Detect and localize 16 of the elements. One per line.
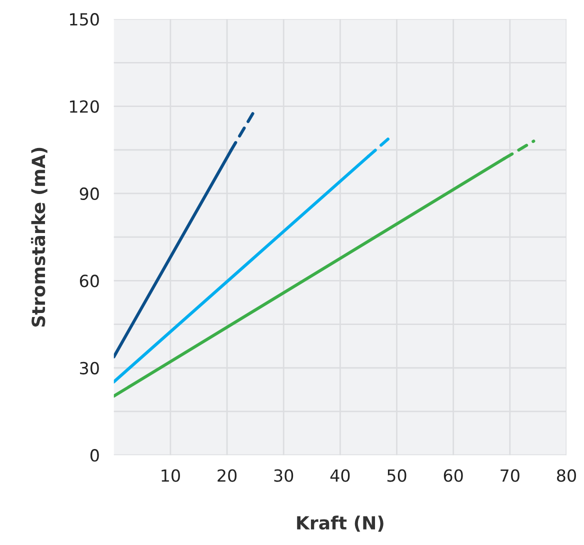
x-tick-label: 20 xyxy=(218,469,237,482)
y-axis-title: Stromstärke (mA) xyxy=(31,148,48,327)
y-tick-label: 120 xyxy=(70,100,99,113)
y-tick-label: 60 xyxy=(80,274,99,288)
x-tick-label: 10 xyxy=(162,469,180,482)
y-tick-label: 0 xyxy=(90,449,99,462)
y-tick-label: 90 xyxy=(80,187,99,200)
x-axis-title: Kraft (N) xyxy=(297,516,384,532)
x-tick-label: 40 xyxy=(330,469,350,482)
x-tick-label: 80 xyxy=(557,469,576,482)
y-tick-label: 30 xyxy=(80,362,99,374)
x-tick-label: 30 xyxy=(274,469,294,482)
x-tick-label: 60 xyxy=(444,469,463,482)
x-tick-label: 70 xyxy=(500,469,520,482)
x-tick-label: 50 xyxy=(387,469,406,482)
y-tick-label: 150 xyxy=(70,13,99,26)
